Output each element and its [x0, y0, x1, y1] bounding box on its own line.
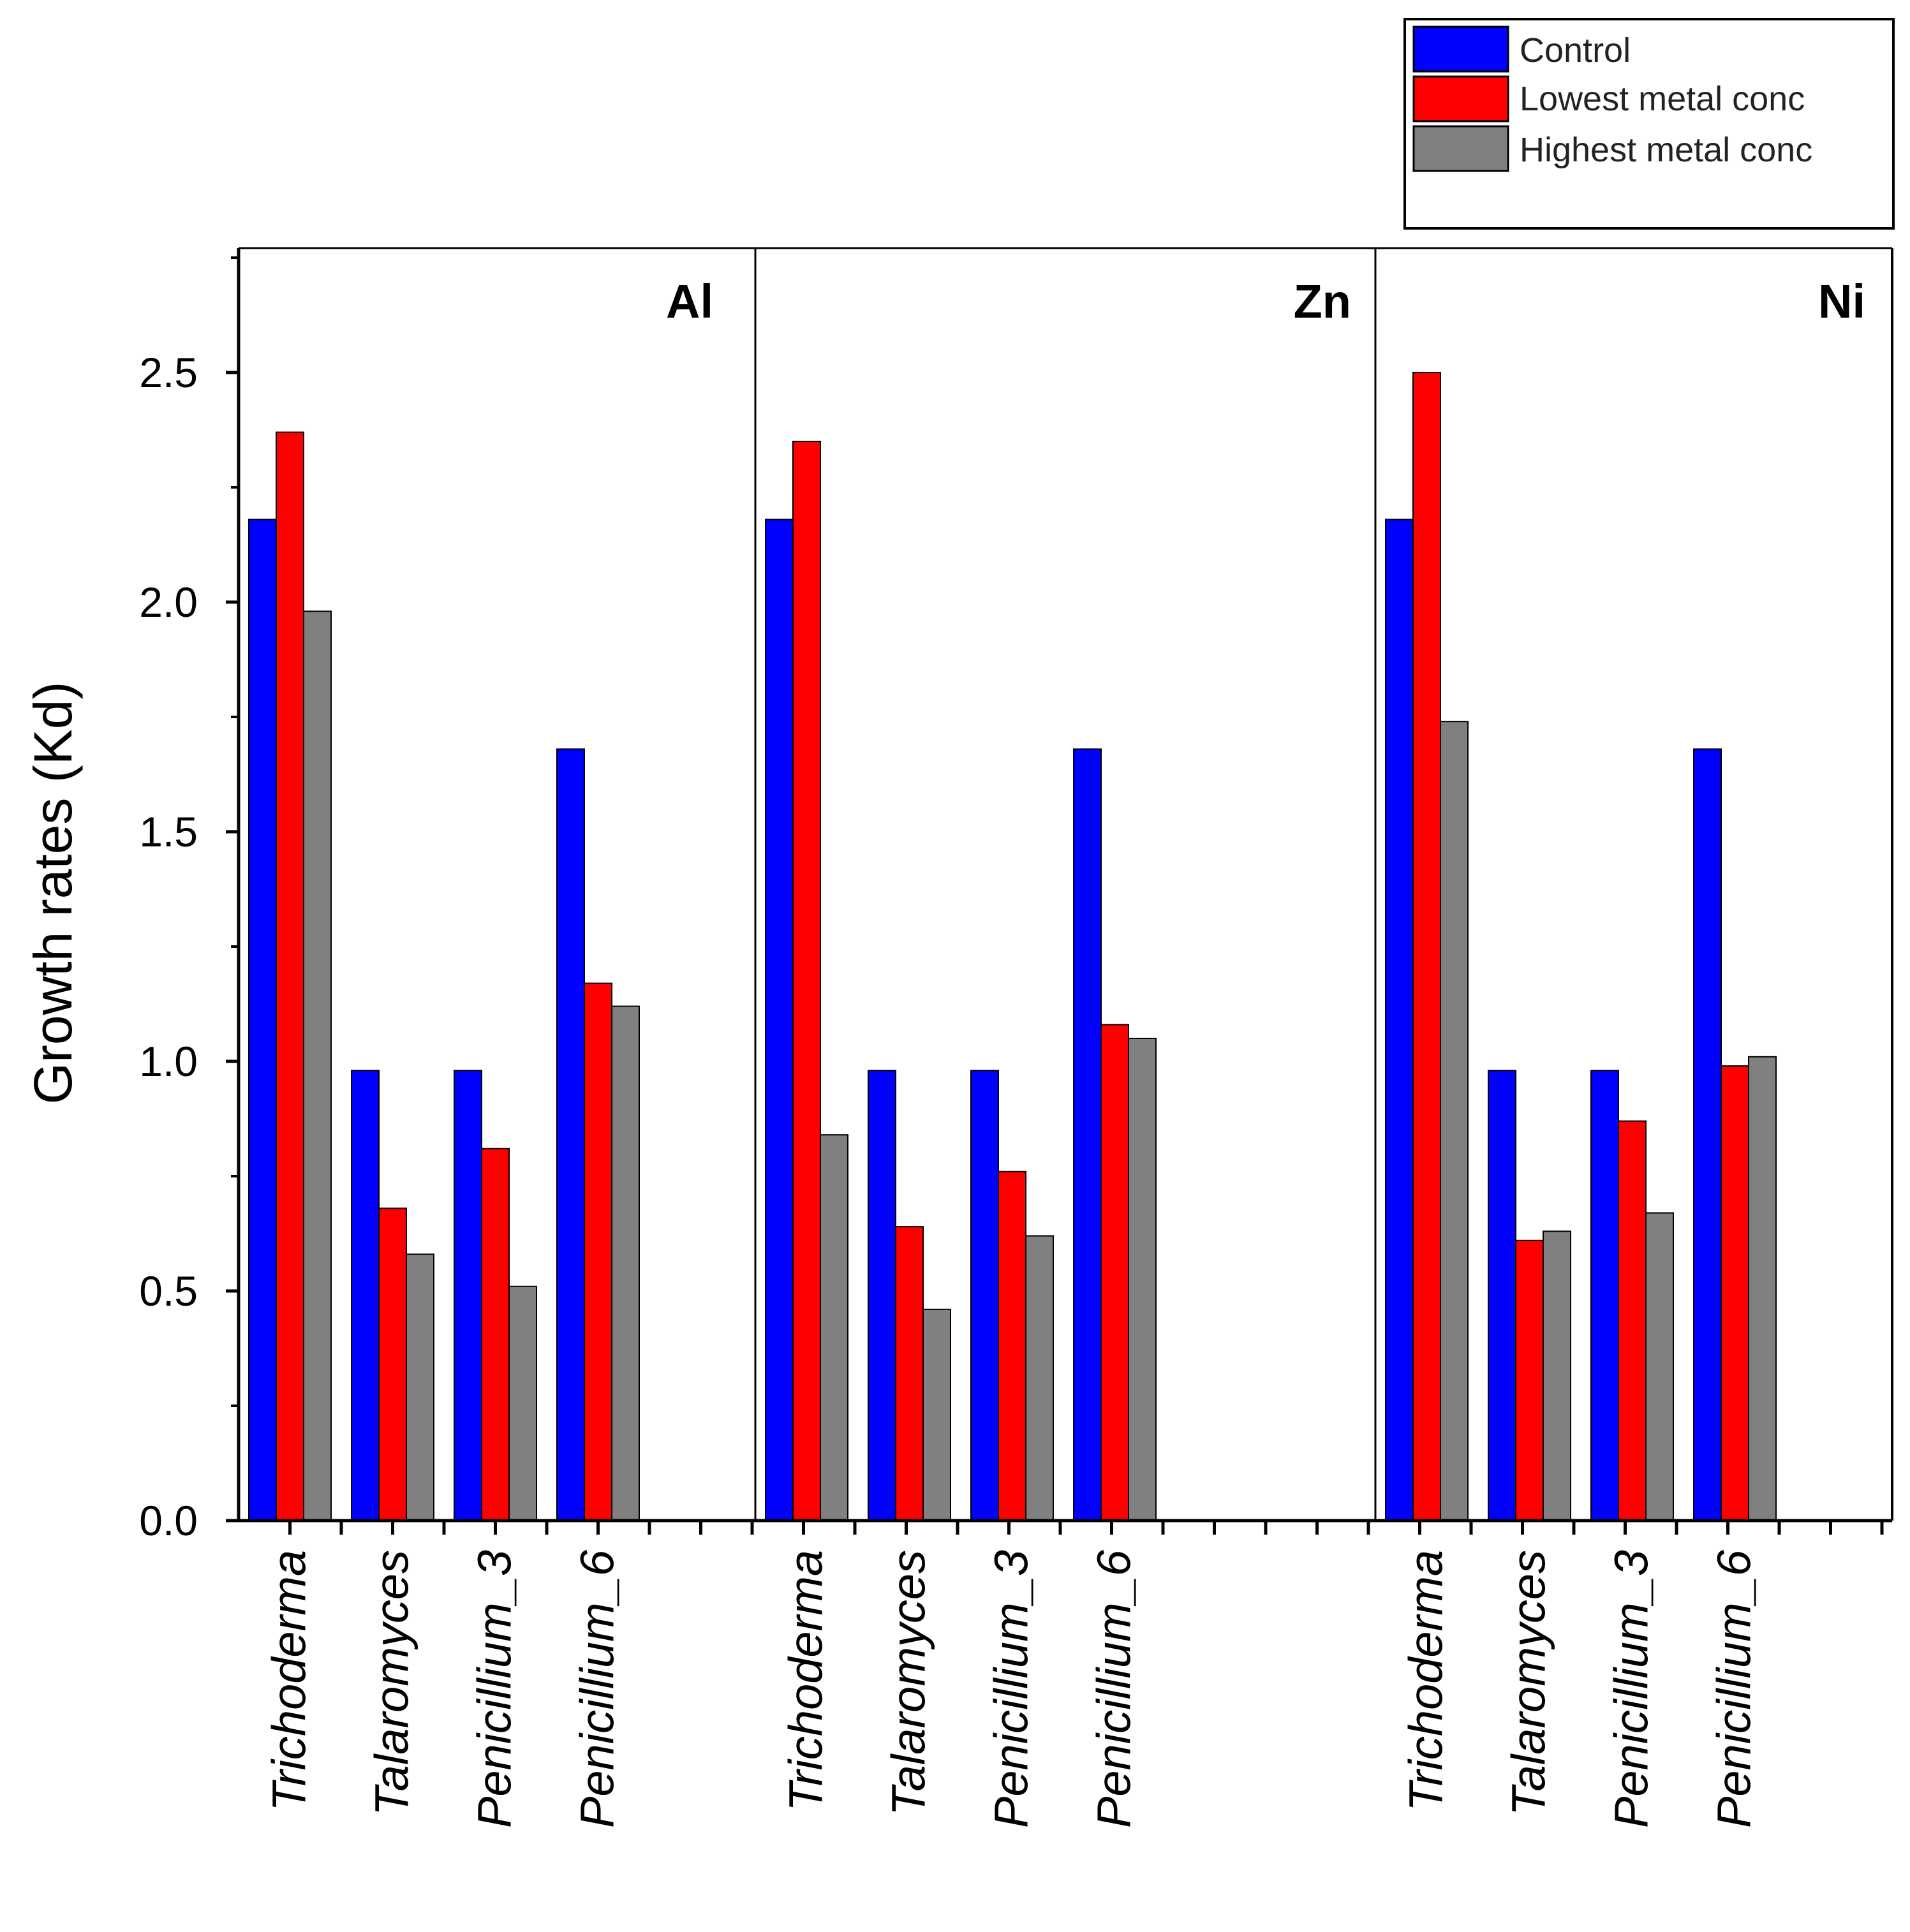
legend-swatch-control [1412, 26, 1509, 73]
bar-ni-1-control [1385, 519, 1414, 1521]
legend-label-highest: Highest metal conc [1520, 131, 1812, 169]
bar-ni-3-highest [1645, 1212, 1674, 1521]
bar-zn-1-highest [820, 1134, 848, 1521]
category-labels: Trichoderma Talaromyces Penicillium_3 Penic… [263, 1549, 1761, 1828]
bar-ni-4-highest [1748, 1056, 1777, 1522]
bar-al-2-highest [406, 1253, 434, 1522]
category-label-al-4: Penicillium_6 [571, 1549, 624, 1828]
category-label-ni-3: Penicillium_3 [1605, 1550, 1658, 1828]
bar-al-4-lowest [584, 982, 612, 1521]
bar-zn-1-control [765, 519, 794, 1521]
category-label-zn-1: Trichoderma [780, 1550, 833, 1811]
bar-ni-4-control [1693, 748, 1722, 1521]
bar-al-3-lowest [481, 1147, 510, 1522]
bar-zn-4-control [1073, 748, 1102, 1521]
category-label-ni-1: Trichoderma [1400, 1550, 1453, 1811]
y-tick-label: 0.5 [139, 1267, 198, 1315]
category-label-ni-4: Penicillium_6 [1708, 1549, 1761, 1828]
legend-label-control: Control [1520, 31, 1631, 70]
bar-al-1-control [248, 519, 277, 1521]
bar-al-1-lowest [276, 431, 304, 1521]
panel-label-ni: Ni [1818, 275, 1865, 328]
category-label-zn-3: Penicillium_3 [985, 1550, 1038, 1828]
category-label-zn-4: Penicillium_6 [1088, 1549, 1141, 1828]
legend-label-lowest: Lowest metal conc [1520, 80, 1805, 118]
y-tick-label: 1.5 [139, 808, 198, 855]
y-tick-label: 0.0 [139, 1497, 198, 1544]
bar-al-3-highest [508, 1285, 537, 1522]
bar-zn-3-lowest [998, 1170, 1026, 1522]
bar-zn-4-highest [1128, 1038, 1157, 1521]
bar-al-2-lowest [378, 1207, 407, 1522]
bars-group [248, 372, 1777, 1522]
bar-al-1-highest [303, 610, 332, 1521]
axis-ticks: 0.0 0.5 1.0 1.5 2.0 2.5 [139, 256, 1884, 1544]
legend-swatch-lowest [1412, 75, 1509, 122]
bar-zn-4-lowest [1100, 1024, 1129, 1521]
panel-label-zn: Zn [1294, 275, 1351, 328]
bar-ni-3-lowest [1618, 1120, 1647, 1521]
bar-zn-1-lowest [792, 441, 821, 1521]
y-tick-label: 1.0 [139, 1038, 198, 1085]
bar-al-3-control [454, 1070, 482, 1521]
y-tick-label: 2.5 [139, 349, 198, 396]
bar-zn-2-lowest [895, 1226, 924, 1521]
plot-frame [237, 247, 1893, 1523]
legend-swatch-highest [1412, 125, 1509, 172]
bar-ni-2-control [1488, 1070, 1516, 1521]
bar-al-4-control [556, 748, 585, 1521]
bar-ni-3-control [1590, 1070, 1619, 1521]
bar-al-4-highest [611, 1005, 640, 1521]
bar-zn-3-highest [1025, 1235, 1054, 1521]
panel-label-al: Al [666, 275, 713, 328]
bar-al-2-control [351, 1070, 380, 1521]
bar-zn-2-control [868, 1070, 896, 1521]
y-axis-title: Growth rates (Kd) [23, 682, 83, 1105]
bar-ni-4-lowest [1721, 1065, 1749, 1521]
legend: Control Lowest metal conc Highest metal … [1403, 18, 1895, 230]
category-label-zn-2: Talaromyces [882, 1550, 935, 1816]
bar-zn-2-highest [922, 1308, 951, 1522]
category-label-al-2: Talaromyces [366, 1550, 418, 1816]
bar-ni-1-highest [1440, 721, 1469, 1521]
category-label-al-3: Penicillium_3 [468, 1550, 521, 1828]
category-label-ni-2: Talaromyces [1502, 1550, 1555, 1816]
bar-ni-2-highest [1543, 1230, 1571, 1522]
bar-zn-3-control [970, 1070, 999, 1521]
category-label-al-1: Trichoderma [263, 1550, 316, 1811]
bar-ni-1-lowest [1412, 372, 1441, 1521]
y-tick-label: 2.0 [139, 579, 198, 626]
bar-ni-2-lowest [1515, 1239, 1544, 1522]
